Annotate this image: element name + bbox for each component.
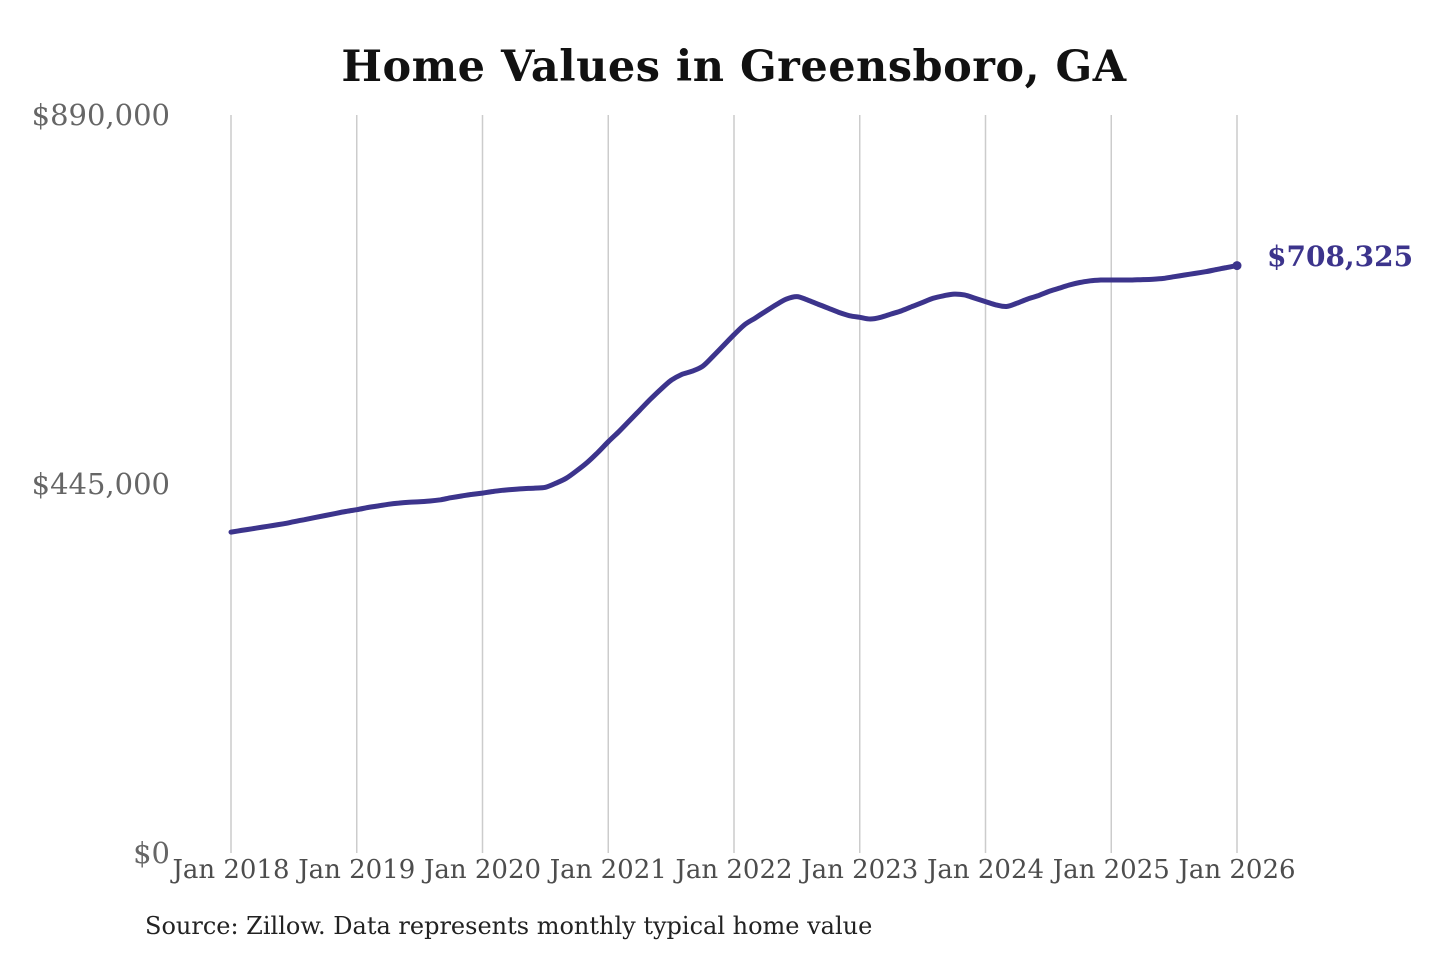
source-note: Source: Zillow. Data represents monthly …: [145, 912, 873, 940]
x-axis-tick-jan-2018: Jan 2018: [172, 855, 290, 885]
x-axis-tick-jan-2019: Jan 2019: [298, 855, 416, 885]
latest-value-annotation: $708,325: [1267, 240, 1414, 273]
x-axis-tick-jan-2021: Jan 2021: [549, 855, 667, 885]
chart-title: Home Values in Greensboro, GA: [341, 42, 1127, 92]
y-axis-tick-890000: $890,000: [31, 98, 170, 132]
x-axis-tick-jan-2024: Jan 2024: [926, 855, 1045, 885]
x-axis-tick-jan-2023: Jan 2023: [801, 855, 919, 885]
x-axis-tick-jan-2022: Jan 2022: [675, 855, 793, 885]
series-end-marker: [1232, 261, 1242, 271]
y-axis-tick-445000: $445,000: [31, 467, 170, 501]
x-axis-tick-jan-2020: Jan 2020: [423, 855, 542, 885]
x-axis-tick-jan-2026: Jan 2026: [1178, 855, 1296, 885]
x-axis-tick-jan-2025: Jan 2025: [1052, 855, 1170, 885]
home-value-series-line: [228, 263, 1240, 535]
y-axis-tick-0: $0: [133, 836, 170, 870]
